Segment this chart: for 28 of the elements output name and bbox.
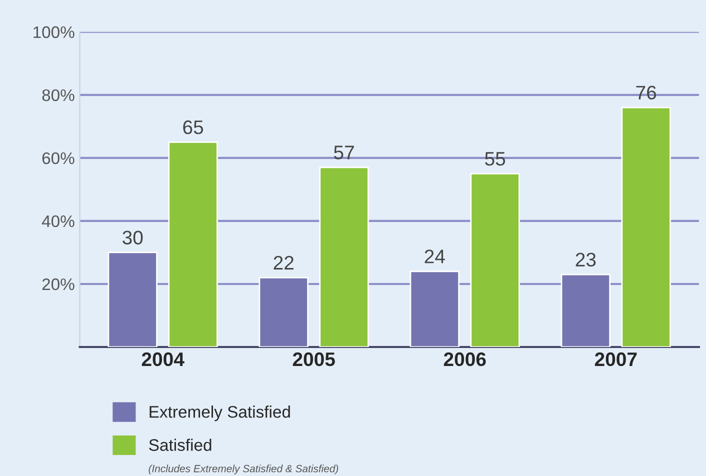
bar (168, 141, 218, 348)
data-label: 30 (122, 230, 143, 244)
text: (Includes Extremely Satisfied & Satisfied) (148, 464, 338, 474)
bar (560, 274, 611, 348)
x-tick-label: 2006 (444, 352, 486, 366)
x-tick-label: 2004 (142, 352, 184, 366)
bar (319, 166, 369, 348)
y-tick-label: 40% (42, 215, 74, 228)
bar (108, 252, 158, 348)
bar (470, 172, 520, 348)
y-tick-label: 80% (42, 89, 74, 102)
data-label: 76 (636, 86, 656, 100)
legend-label: Extremely Satisfied (150, 406, 290, 422)
y-tick-label: 100% (34, 26, 74, 38)
data-label: 57 (334, 146, 354, 160)
y-tick-label: 20% (42, 278, 74, 290)
bar (410, 270, 460, 348)
data-label: 22 (274, 256, 294, 270)
y-tick-label: 60% (42, 152, 74, 164)
data-label: 55 (485, 152, 506, 166)
x-tick-label: 2005 (292, 352, 335, 366)
x-tick-label: 2007 (594, 352, 637, 366)
data-label: 24 (424, 250, 445, 264)
bar (258, 276, 309, 348)
bar (621, 106, 671, 348)
legend-label: Satisfied (149, 438, 212, 451)
data-label: 23 (576, 252, 596, 267)
data-label: 65 (183, 120, 204, 134)
